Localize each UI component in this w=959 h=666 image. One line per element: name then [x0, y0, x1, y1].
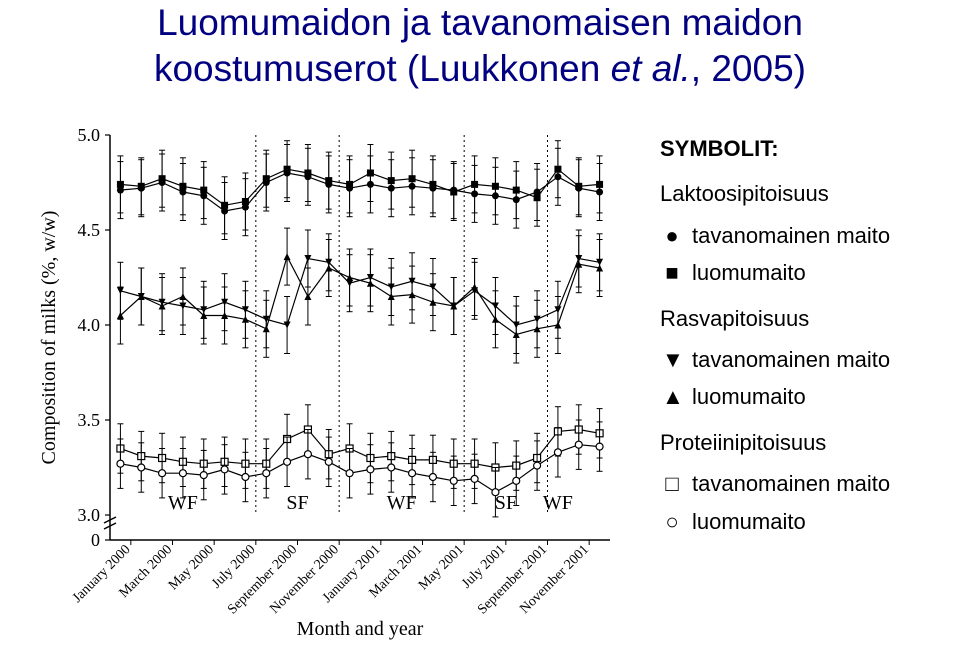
- title-line2b: , 2005): [691, 48, 806, 89]
- legend-item: ● tavanomainen maito: [662, 217, 950, 254]
- title-line1: Luomumaidon ja tavanomaisen maidon: [65, 0, 895, 46]
- legend-symbol-icon: □: [662, 465, 682, 502]
- svg-text:0: 0: [91, 530, 100, 550]
- legend-symbol-icon: ■: [662, 254, 682, 291]
- series: [117, 230, 603, 354]
- chart-svg: 0 3.0 3.5 4.0 4.5 5.0 Composition of milks (%,…: [30, 125, 630, 655]
- svg-text:WF: WF: [543, 492, 573, 514]
- legend-item: ▲ luomumaito: [662, 378, 950, 415]
- legend-item-label: luomumaito: [692, 503, 806, 540]
- legend-group-label: Laktoosipitoisuus: [660, 175, 950, 212]
- svg-text:3.0: 3.0: [78, 505, 101, 525]
- svg-text:5.0: 5.0: [78, 125, 101, 145]
- legend-symbol-icon: ▼: [662, 341, 682, 378]
- legend-group-label: Proteiinipitoisuus: [660, 424, 950, 461]
- legend-heading: SYMBOLIT:: [660, 130, 950, 167]
- series: [117, 141, 603, 234]
- title-line2: koostumuserot (Luukkonen et al., 2005): [65, 46, 895, 92]
- series: [117, 228, 603, 363]
- legend-item: ▼ tavanomainen maito: [662, 341, 950, 378]
- svg-text:May 2001: May 2001: [416, 542, 467, 593]
- legend-symbol-icon: ●: [662, 217, 682, 254]
- legend-item: ○ luomumaito: [662, 503, 950, 540]
- title-line2-italic: et al.: [611, 48, 691, 89]
- composition-chart: 0 3.0 3.5 4.0 4.5 5.0 Composition of milks (%,…: [30, 125, 630, 655]
- title-line2a: koostumuserot (Luukkonen: [154, 48, 611, 89]
- series: [117, 405, 603, 492]
- legend-group-label: Rasvapitoisuus: [660, 300, 950, 337]
- legend: SYMBOLIT: Laktoosipitoisuus ● tavanomainen…: [660, 130, 950, 540]
- series: [117, 145, 603, 240]
- legend-item: ■ luomumaito: [662, 254, 950, 291]
- legend-item-label: luomumaito: [692, 378, 806, 415]
- legend-symbol-icon: ○: [662, 503, 682, 540]
- legend-item: □ tavanomainen maito: [662, 465, 950, 502]
- svg-text:Month and year: Month and year: [297, 618, 424, 640]
- svg-text:3.5: 3.5: [78, 410, 101, 430]
- page-title: Luomumaidon ja tavanomaisen maidon koost…: [65, 0, 895, 93]
- legend-symbol-icon: ▲: [662, 378, 682, 415]
- svg-text:SF: SF: [286, 492, 308, 514]
- legend-item-label: tavanomainen maito: [692, 341, 890, 378]
- svg-text:Composition of milks (%, w/w): Composition of milks (%, w/w): [38, 211, 60, 465]
- svg-text:May 2000: May 2000: [166, 542, 217, 593]
- svg-text:4.0: 4.0: [78, 315, 101, 335]
- legend-item-label: luomumaito: [692, 254, 806, 291]
- legend-item-label: tavanomainen maito: [692, 217, 890, 254]
- legend-item-label: tavanomainen maito: [692, 465, 890, 502]
- svg-text:4.5: 4.5: [78, 220, 101, 240]
